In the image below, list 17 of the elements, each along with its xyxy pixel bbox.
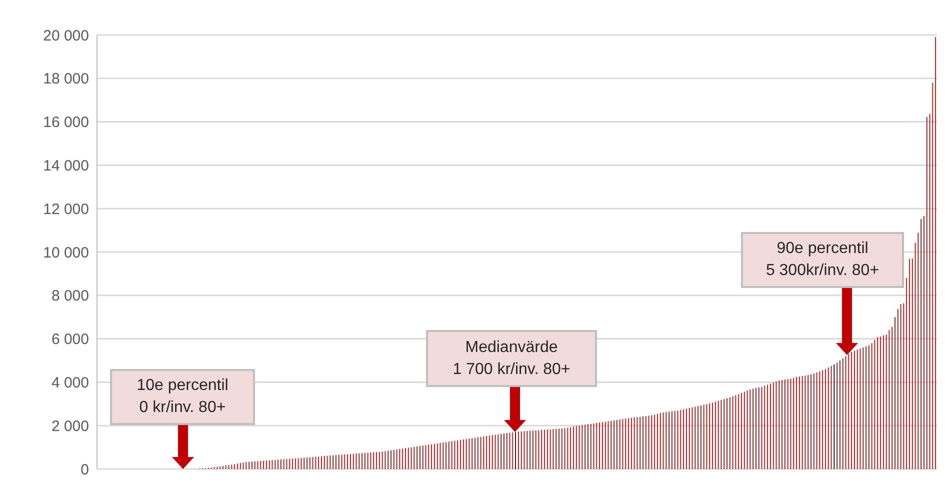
annotation: 10e percentil 0 kr/inv. 80+ bbox=[136, 376, 228, 418]
callout: 90e percentil 5 300kr/inv. 80+ bbox=[741, 232, 904, 288]
y-tick-label: 6 000 bbox=[51, 331, 89, 348]
annotation: Medianvärde 1 700 kr/inv. 80+ bbox=[452, 338, 570, 380]
annotation: 90e percentil 5 300kr/inv. 80+ bbox=[766, 239, 880, 281]
callout: Medianvärde 1 700 kr/inv. 80+ bbox=[426, 330, 597, 387]
y-tick-label: 10 000 bbox=[43, 244, 89, 262]
y-tick-label: 8 000 bbox=[51, 288, 89, 305]
y-tick-label: 4 000 bbox=[51, 374, 89, 392]
y-tick-label: 18 000 bbox=[43, 70, 89, 88]
y-tick-label: 20 000 bbox=[43, 27, 89, 44]
callout: 10e percentil 0 kr/inv. 80+ bbox=[110, 369, 255, 425]
y-tick-label: 16 000 bbox=[43, 114, 89, 132]
y-tick-label: 12 000 bbox=[43, 200, 89, 218]
y-tick-label: 14 000 bbox=[43, 158, 89, 175]
y-tick-label: 2 000 bbox=[51, 418, 89, 435]
y-tick-label: 0 bbox=[80, 461, 89, 478]
